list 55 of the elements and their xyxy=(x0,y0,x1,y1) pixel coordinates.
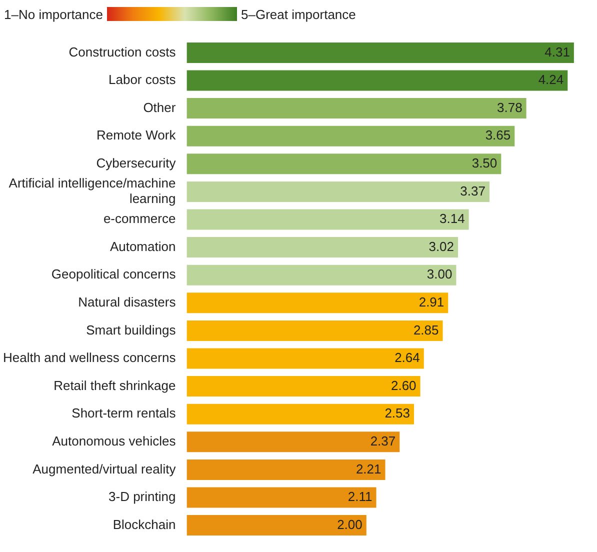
bar xyxy=(186,70,568,91)
data-label: 2.91 xyxy=(418,294,444,310)
bar xyxy=(186,459,386,480)
y-tick-label: Retail theft shrinkage xyxy=(54,378,176,393)
data-label: 4.31 xyxy=(544,44,570,60)
y-tick-label: Cybersecurity xyxy=(96,155,176,170)
bar xyxy=(186,237,458,258)
data-label: 4.24 xyxy=(538,72,564,88)
y-tick-label: e-commerce xyxy=(103,211,176,226)
y-tick-label: 3-D printing xyxy=(108,489,176,504)
data-label: 3.14 xyxy=(440,211,465,226)
bar xyxy=(186,42,574,63)
y-tick-label: Blockchain xyxy=(112,516,176,532)
y-tick-label: Natural disasters xyxy=(78,294,176,310)
y-tick-label: Autonomous vehicles xyxy=(52,433,176,448)
bar xyxy=(186,404,414,424)
data-label: 3.65 xyxy=(485,128,511,143)
y-tick-label: Automation xyxy=(110,238,176,254)
y-tick-label: Geopolitical concerns xyxy=(51,266,176,282)
data-label: 2.60 xyxy=(390,378,416,393)
bar xyxy=(186,126,515,146)
bar xyxy=(186,292,448,314)
data-label: 3.02 xyxy=(428,238,454,254)
y-tick-label: Labor costs xyxy=(108,72,176,88)
y-tick-label: Construction costs xyxy=(68,44,176,60)
data-label: 2.00 xyxy=(337,516,362,532)
bar xyxy=(186,181,490,202)
bar xyxy=(186,209,469,230)
bar xyxy=(186,432,400,452)
bar xyxy=(186,154,502,174)
text: 5–Great importance xyxy=(241,6,356,22)
bar xyxy=(186,264,456,286)
y-tick-label: Smart buildings xyxy=(86,322,176,338)
y-tick-label: Other xyxy=(143,100,176,115)
data-label: 2.53 xyxy=(384,406,410,421)
bar xyxy=(186,98,526,119)
bar xyxy=(186,320,443,341)
data-label: 2.64 xyxy=(394,350,420,366)
y-tick-label: Health and wellness concerns xyxy=(2,350,176,366)
bar xyxy=(186,487,376,508)
data-label: 2.37 xyxy=(370,433,396,448)
data-label: 2.11 xyxy=(348,489,372,504)
bar xyxy=(186,348,424,369)
data-label: 3.50 xyxy=(472,155,498,170)
y-tick-label: Augmented/virtual reality xyxy=(32,461,176,476)
text: 1–No importance xyxy=(4,6,103,22)
data-label: 3.00 xyxy=(426,266,452,282)
bar xyxy=(186,376,420,397)
bar xyxy=(186,515,366,536)
data-label: 3.37 xyxy=(460,183,486,198)
y-tick-label: Short-term rentals xyxy=(72,406,176,421)
data-label: 3.78 xyxy=(497,100,522,115)
data-label: 2.85 xyxy=(413,322,439,338)
y-tick-label: Remote Work xyxy=(96,128,176,143)
data-label: 2.21 xyxy=(356,461,382,476)
